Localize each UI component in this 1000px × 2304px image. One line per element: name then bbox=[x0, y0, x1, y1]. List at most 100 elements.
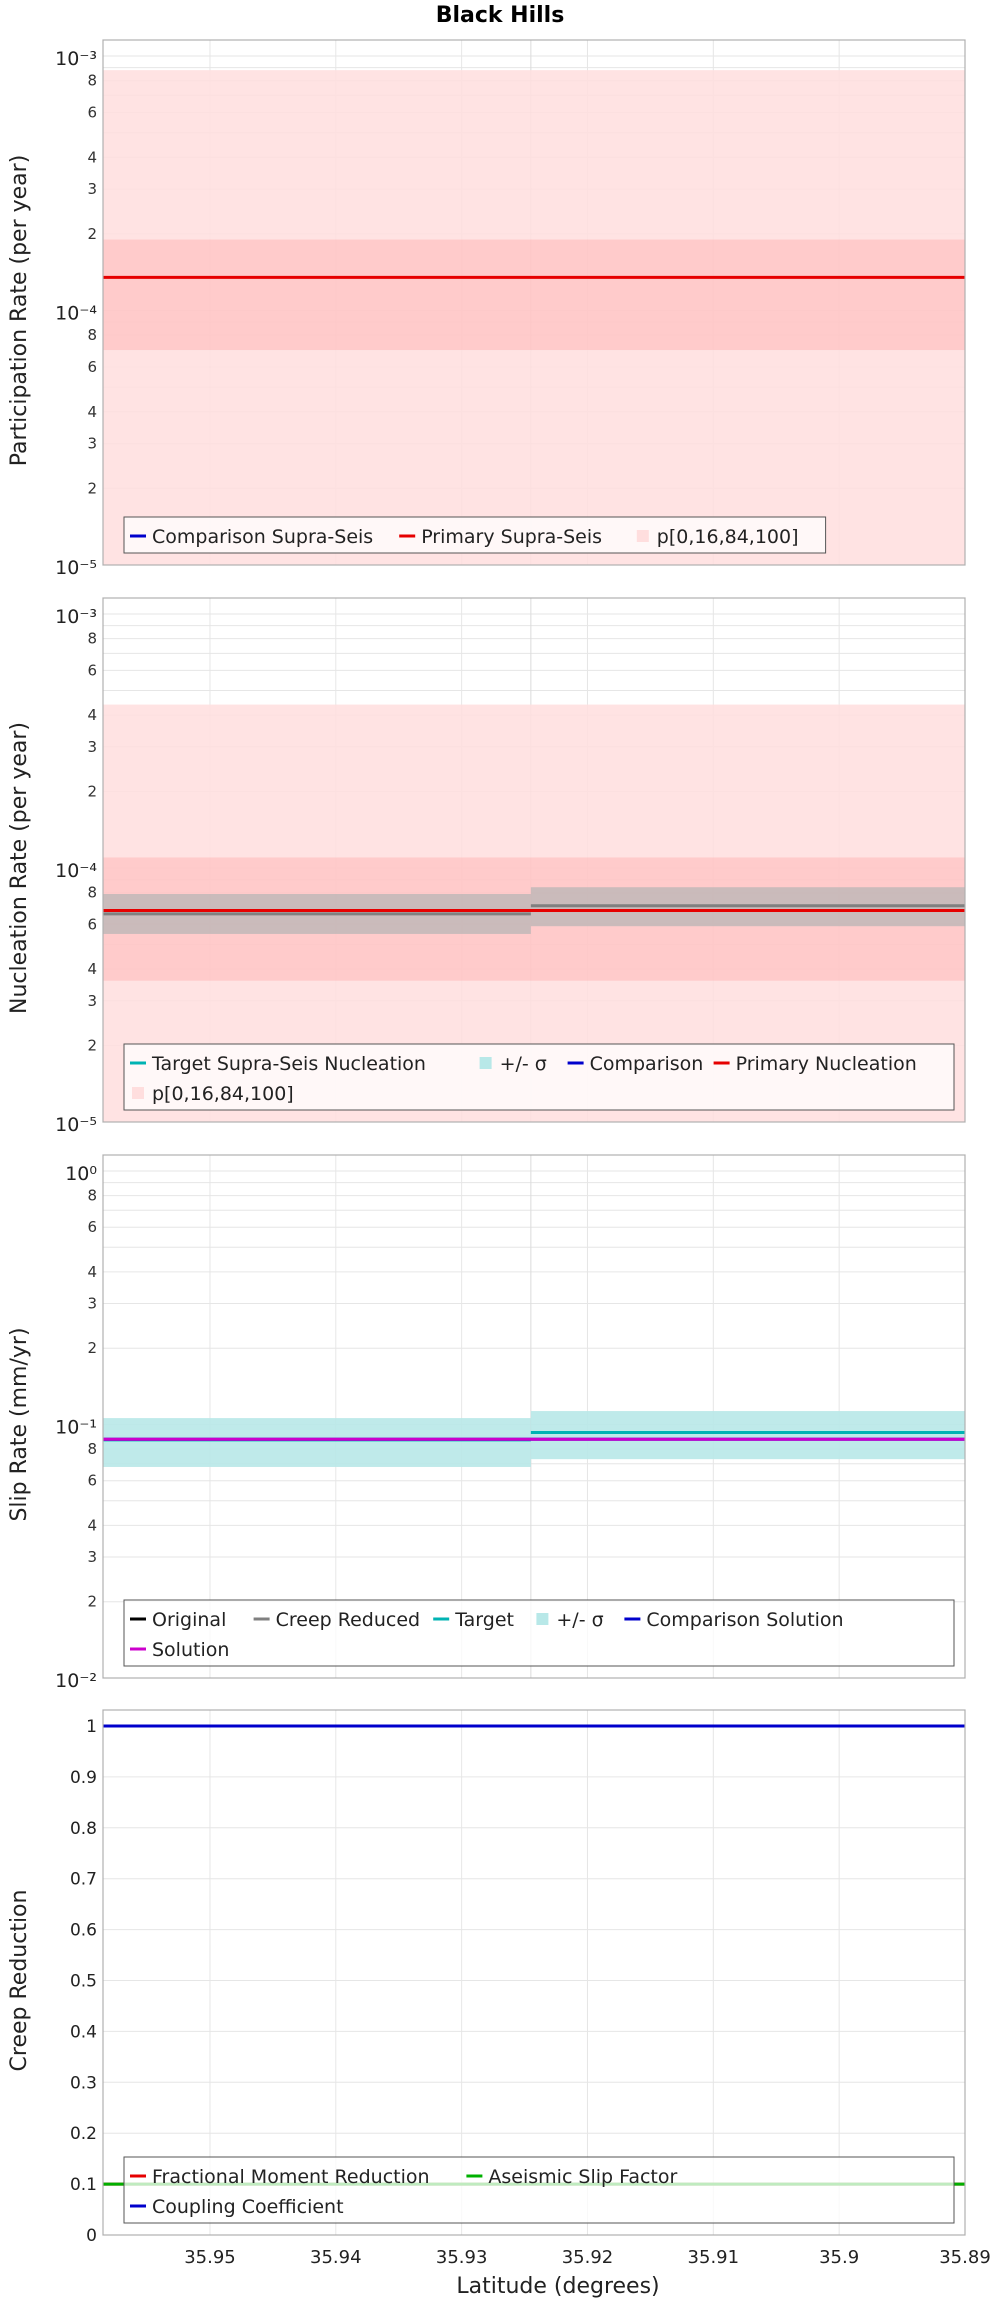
legend-label: p[0,16,84,100] bbox=[152, 1083, 294, 1105]
y-tick-label: 2 bbox=[87, 225, 97, 243]
plot-area bbox=[103, 1710, 965, 2235]
y-tick-label: 2 bbox=[87, 1339, 97, 1357]
y-tick-label: 6 bbox=[87, 1472, 97, 1490]
y-tick-label: 0.6 bbox=[70, 1921, 97, 1941]
y-tick-label: 3 bbox=[87, 1295, 97, 1313]
y-tick-label: 0.8 bbox=[70, 1819, 97, 1839]
y-tick-label: 10⁻⁵ bbox=[55, 557, 97, 579]
y-tick-label: 10⁻³ bbox=[55, 606, 97, 628]
y-axis-label: Creep Reduction bbox=[7, 1890, 32, 2072]
y-tick-label: 10⁰ bbox=[65, 1163, 97, 1185]
y-tick-label: 0.1 bbox=[70, 2175, 97, 2195]
x-tick-label: 35.92 bbox=[562, 2247, 614, 2268]
legend-label: Aseismic Slip Factor bbox=[488, 2166, 677, 2188]
legend-label: Fractional Moment Reduction bbox=[152, 2166, 430, 2188]
y-tick-label: 3 bbox=[87, 992, 97, 1010]
y-tick-label: 4 bbox=[87, 960, 97, 978]
y-tick-label: 3 bbox=[87, 435, 97, 453]
y-tick-label: 10⁻³ bbox=[55, 48, 97, 70]
y-tick-label: 8 bbox=[87, 326, 97, 344]
y-tick-label: 1 bbox=[86, 1717, 97, 1737]
plot-frame bbox=[102, 597, 966, 1123]
y-tick-label: 3 bbox=[87, 1548, 97, 1566]
y-tick-label: 8 bbox=[87, 72, 97, 90]
y-tick-label: 0.4 bbox=[70, 2022, 97, 2042]
y-tick-label: 4 bbox=[87, 148, 97, 166]
legend-label: Primary Nucleation bbox=[736, 1053, 917, 1075]
y-axis-label: Nucleation Rate (per year) bbox=[7, 722, 32, 1014]
panel-nucleation: 10⁻⁵ 2 3 4 6 8 10⁻⁴ 2 3 4 6 8 10⁻³ Nucleation Rate (p… bbox=[7, 597, 966, 1136]
y-axis-label: Participation Rate (per year) bbox=[7, 155, 32, 467]
chart-title: Black Hills bbox=[436, 3, 565, 28]
x-axis-label: Latitude (degrees) bbox=[456, 2274, 659, 2299]
legend-label: Target bbox=[454, 1609, 514, 1631]
legend-label: Creep Reduced bbox=[276, 1609, 420, 1631]
legend-label: Target Supra-Seis Nucleation bbox=[151, 1053, 426, 1075]
x-tick-label: 35.91 bbox=[688, 2247, 740, 2268]
legend-swatch bbox=[536, 1613, 549, 1625]
y-tick-label: 4 bbox=[87, 1516, 97, 1534]
legend-label: Comparison Supra-Seis bbox=[152, 526, 373, 548]
y-tick-label: 0.3 bbox=[70, 2073, 97, 2093]
y-tick-label: 2 bbox=[87, 1593, 97, 1611]
y-axis-label: Slip Rate (mm/yr) bbox=[7, 1327, 32, 1521]
band-sigma_cyan bbox=[103, 1418, 531, 1467]
y-tick-label: 8 bbox=[87, 1187, 97, 1205]
legend-swatch bbox=[479, 1057, 492, 1069]
y-tick-label: 10⁻¹ bbox=[55, 1417, 97, 1439]
y-tick-label: 0.9 bbox=[70, 1768, 97, 1788]
band-p16-84 bbox=[103, 239, 965, 350]
y-tick-label: 6 bbox=[87, 661, 97, 679]
y-tick-label: 6 bbox=[87, 915, 97, 933]
legend-label: +/- σ bbox=[500, 1053, 547, 1075]
y-tick-label: 4 bbox=[87, 403, 97, 421]
plot-frame bbox=[102, 39, 966, 566]
y-tick-label: 6 bbox=[87, 103, 97, 121]
legend-label: +/- σ bbox=[556, 1609, 603, 1631]
x-tick-label: 35.95 bbox=[184, 2247, 236, 2268]
legend: Fractional Moment Reduction Aseismic Slip… bbox=[123, 2156, 955, 2224]
y-tick-label: 10⁻⁴ bbox=[55, 303, 97, 325]
legend-label: Primary Supra-Seis bbox=[421, 526, 602, 548]
legend: Comparison Supra-Seis Primary Supra-Seis p… bbox=[123, 516, 827, 554]
y-tick-label: 10⁻⁴ bbox=[55, 860, 97, 882]
y-tick-label: 3 bbox=[87, 180, 97, 198]
legend: Target Supra-Seis Nucleation +/- σ Compari… bbox=[123, 1043, 955, 1111]
y-tick-label: 10⁻⁵ bbox=[55, 1114, 97, 1136]
y-tick-label: 2 bbox=[87, 783, 97, 801]
x-tick-label: 35.93 bbox=[436, 2247, 488, 2268]
legend-box bbox=[123, 1043, 955, 1111]
y-tick-label: 2 bbox=[87, 1037, 97, 1055]
x-tick-label: 35.9 bbox=[819, 2247, 859, 2268]
y-tick-label: 8 bbox=[87, 884, 97, 902]
y-tick-label: 6 bbox=[87, 358, 97, 376]
legend-box bbox=[123, 2156, 955, 2224]
panel-creep: 0 0.1 0.2 0.3 0.4 0.5 0.6 0.7 0.8 0.9 1 Creep Reduc… bbox=[7, 1709, 966, 2246]
plot-frame bbox=[102, 1709, 966, 2236]
y-tick-label: 0.5 bbox=[70, 1972, 97, 1992]
y-tick-label: 10⁻² bbox=[55, 1670, 97, 1692]
x-tick-label: 35.94 bbox=[310, 2247, 362, 2268]
legend-label: Solution bbox=[152, 1639, 229, 1661]
legend-label: Comparison Solution bbox=[646, 1609, 843, 1631]
legend-label: Coupling Coefficient bbox=[152, 2196, 344, 2218]
y-tick-label: 0 bbox=[86, 2226, 97, 2246]
y-tick-label: 6 bbox=[87, 1218, 97, 1236]
y-tick-label: 8 bbox=[87, 630, 97, 648]
legend-box bbox=[123, 516, 827, 554]
band-p0-100 bbox=[103, 70, 965, 566]
y-tick-label: 8 bbox=[87, 1440, 97, 1458]
legend-swatch bbox=[636, 530, 649, 542]
x-tick-label: 35.89 bbox=[939, 2247, 991, 2268]
y-tick-label: 3 bbox=[87, 738, 97, 756]
y-tick-label: 0.2 bbox=[70, 2124, 97, 2144]
y-tick-label: 4 bbox=[87, 706, 97, 724]
legend-swatch bbox=[132, 1087, 144, 1099]
legend-label: Original bbox=[152, 1609, 226, 1631]
plot-frame bbox=[102, 1154, 966, 1679]
band-sigma_cyan bbox=[530, 1411, 965, 1460]
